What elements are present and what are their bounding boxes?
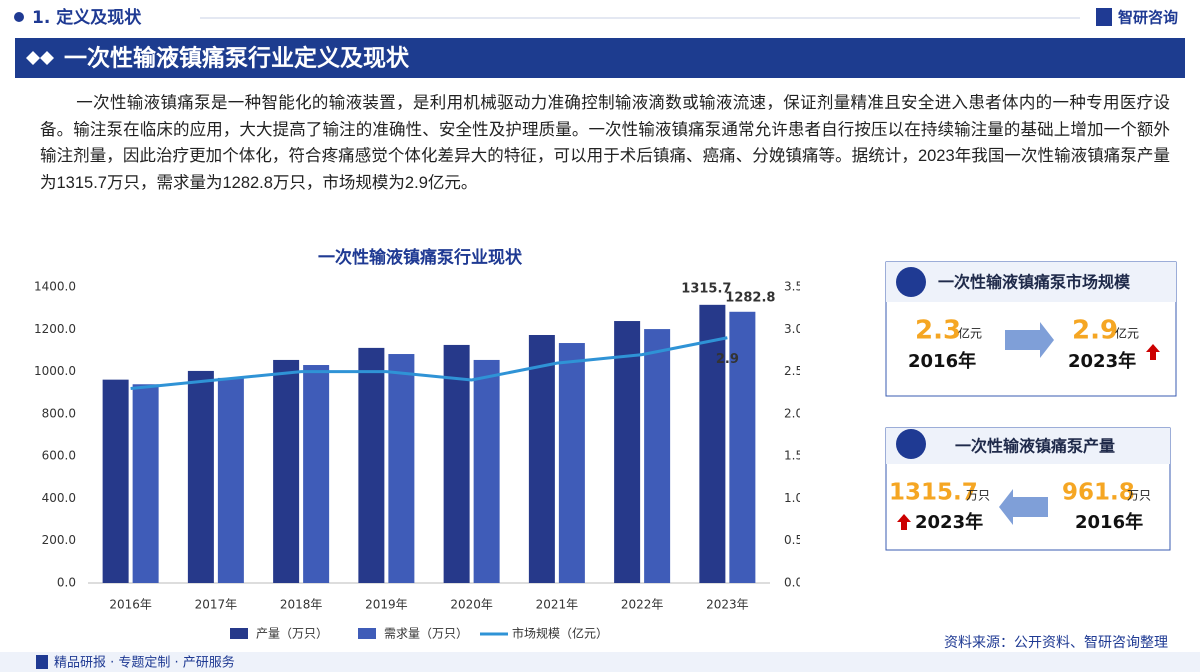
y2-tick-label: 2.5 xyxy=(784,364,800,378)
bar xyxy=(699,304,726,583)
y-tick-label: 0.0 xyxy=(57,576,76,590)
arrow xyxy=(1005,322,1054,358)
bar xyxy=(273,359,300,583)
card-title: 一次性输液镇痛泵市场规模 xyxy=(938,273,1131,292)
y2-tick-label: 3.0 xyxy=(784,322,800,336)
y-tick-label: 1200.0 xyxy=(34,322,76,336)
x-tick-label: 2017年 xyxy=(195,598,238,612)
paragraph: 一次性输液镇痛泵是一种智能化的输液装置，是利用机械驱动力准确控制输液滴数或输液流… xyxy=(40,94,1170,192)
section: 1. 定义及现状 xyxy=(32,7,142,28)
x-tick-label: 2021年 xyxy=(536,598,579,612)
footer-logo xyxy=(36,655,48,669)
bar xyxy=(187,370,214,583)
card-unit: 亿元 xyxy=(1115,326,1139,341)
card-icon xyxy=(896,429,926,459)
card-icon xyxy=(896,267,926,297)
legend-swatch xyxy=(358,628,376,639)
card-year: 2016年 xyxy=(908,350,976,372)
banner xyxy=(15,38,1185,78)
y-tick-label: 1400.0 xyxy=(34,280,76,294)
card-unit: 万只 xyxy=(1127,489,1151,503)
banner-title: 一次性输液镇痛泵行业定义及现状 xyxy=(64,45,410,72)
bar xyxy=(644,329,671,583)
bar xyxy=(614,321,641,583)
legend-label: 需求量（万只） xyxy=(384,627,468,641)
bar xyxy=(729,311,756,583)
card-value: 2.9 xyxy=(1072,316,1118,346)
bar xyxy=(102,379,129,583)
bar xyxy=(528,334,555,583)
y2-tick-label: 1.5 xyxy=(784,449,800,463)
bar xyxy=(217,377,244,583)
legend-label: 产量（万只） xyxy=(256,627,328,641)
chart: 0.0 200.0 400.0 600.0 800.0 1000.0 1200.0 1400.… xyxy=(34,280,800,641)
bar xyxy=(358,347,385,583)
legend-label: 市场规模（亿元） xyxy=(512,626,608,641)
data-label: 2.9 xyxy=(716,352,739,367)
x-tick-label: 2016年 xyxy=(109,598,152,612)
y-tick-label: 200.0 xyxy=(42,533,76,547)
card-value: 961.8 xyxy=(1062,480,1135,506)
up-arrow xyxy=(1146,344,1160,360)
card-year: 2023年 xyxy=(915,511,983,533)
bar xyxy=(303,365,330,583)
bar xyxy=(443,344,470,583)
footer-bar xyxy=(0,652,1200,672)
data-label: 1315.7 xyxy=(681,281,731,296)
logo xyxy=(1096,8,1112,26)
x-tick-label: 2023年 xyxy=(706,598,749,612)
brand: 智研咨询 xyxy=(1118,9,1178,27)
card-unit: 亿元 xyxy=(958,326,982,341)
card-year: 2016年 xyxy=(1075,511,1143,533)
bar xyxy=(558,343,585,583)
bar xyxy=(132,384,159,583)
y-tick-label: 400.0 xyxy=(42,491,76,505)
line xyxy=(130,336,728,390)
banner-icon xyxy=(26,51,54,65)
bar xyxy=(473,359,500,583)
bullet xyxy=(14,12,24,22)
card-year: 2023年 xyxy=(1068,350,1136,372)
y2-tick-label: 1.0 xyxy=(784,491,800,505)
card-value: 1315.7 xyxy=(889,480,978,506)
y2-tick-label: 3.5 xyxy=(784,280,800,294)
x-tick-label: 2020年 xyxy=(450,598,493,612)
card-value: 2.3 xyxy=(915,316,961,346)
chart-title: 一次性输液镇痛泵行业现状 xyxy=(318,247,523,268)
y-tick-label: 600.0 xyxy=(42,449,76,463)
arrow xyxy=(999,489,1048,525)
legend-swatch xyxy=(230,628,248,639)
source: 资料来源：公开资料、智研咨询整理 xyxy=(944,635,1168,651)
x-tick-label: 2019年 xyxy=(365,598,408,612)
card-title: 一次性输液镇痛泵产量 xyxy=(955,437,1115,456)
x-tick-label: 2018年 xyxy=(280,598,323,612)
bar xyxy=(388,354,415,583)
y-tick-label: 1000.0 xyxy=(34,364,76,378)
card-unit: 万只 xyxy=(966,489,990,503)
data-label: 1282.8 xyxy=(725,290,775,305)
y2-tick-label: 2.0 xyxy=(784,406,800,420)
y-tick-label: 800.0 xyxy=(42,406,76,420)
y2-tick-label: 0.0 xyxy=(784,576,800,590)
card-head xyxy=(886,262,1176,302)
y2-tick-label: 0.5 xyxy=(784,533,800,547)
card-head xyxy=(886,428,1170,464)
x-tick-label: 2022年 xyxy=(621,598,664,612)
footer: 精品研报 · 专题定制 · 产研服务 xyxy=(54,655,235,671)
up-arrow xyxy=(897,514,911,530)
